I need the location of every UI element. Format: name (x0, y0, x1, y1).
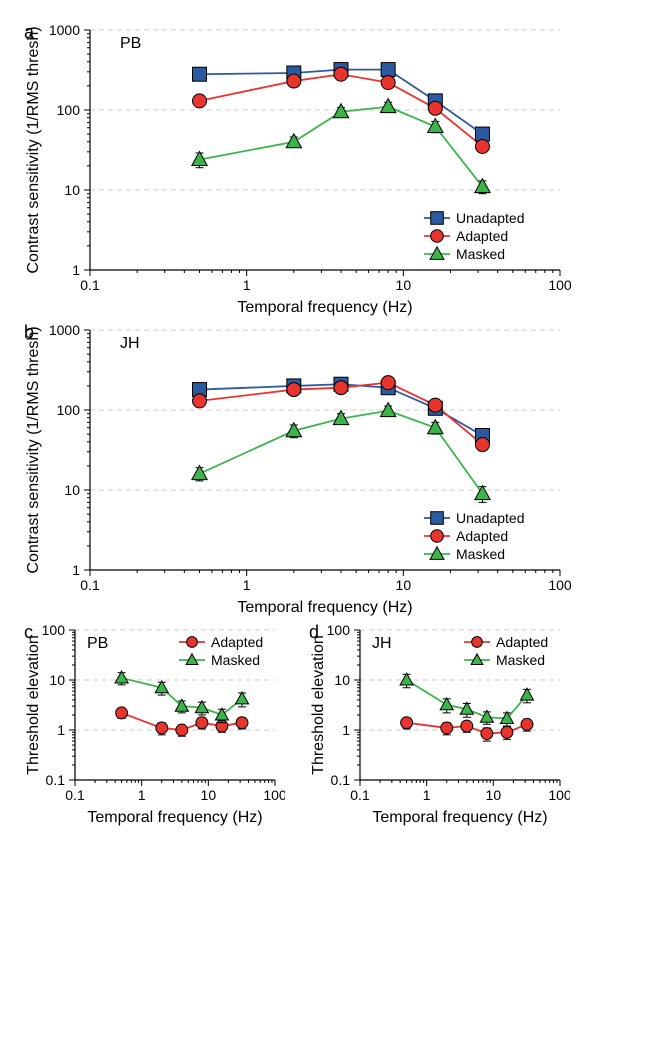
x-tick-label: 10 (396, 277, 412, 293)
marker-adapted (501, 726, 513, 738)
y-axis-label: Threshold elevation (310, 635, 327, 775)
marker-adapted (176, 724, 188, 736)
marker-masked (440, 698, 453, 710)
y-tick-label: 10 (334, 672, 350, 688)
panel-letter: c (24, 622, 33, 642)
x-tick-label: 10 (201, 787, 217, 803)
legend-label-unadapted: Unadapted (456, 510, 525, 526)
marker-adapted (428, 101, 442, 115)
marker-masked (520, 688, 533, 700)
x-tick-label: 0.1 (80, 577, 100, 593)
marker-adapted (461, 720, 473, 732)
marker-adapted (441, 722, 453, 734)
legend-label-masked: Masked (456, 246, 505, 262)
marker-masked (115, 671, 128, 683)
marker-adapted (334, 381, 348, 395)
y-tick-label: 0.1 (331, 772, 351, 788)
y-tick-label: 1 (72, 562, 80, 578)
x-tick-label: 0.1 (80, 277, 100, 293)
marker-adapted (156, 722, 168, 734)
y-tick-label: 100 (57, 102, 81, 118)
x-tick-label: 10 (486, 787, 502, 803)
y-tick-label: 1 (72, 262, 80, 278)
marker-adapted (334, 67, 348, 81)
y-tick-label: 0.1 (46, 772, 66, 788)
y-tick-label: 1 (342, 722, 350, 738)
marker-adapted (236, 717, 248, 729)
x-tick-label: 1 (243, 577, 251, 593)
x-tick-label: 1 (423, 787, 431, 803)
y-tick-label: 1000 (49, 322, 80, 338)
legend-label-adapted: Adapted (496, 634, 548, 650)
x-tick-label: 100 (548, 787, 570, 803)
panel-letter: b (24, 322, 34, 342)
y-axis-label: Contrast sensitivity (1/RMS thresh) (25, 326, 42, 573)
legend-label-adapted: Adapted (456, 228, 508, 244)
panel-c: 0.11101000.1110100Temporal frequency (Hz… (20, 620, 285, 830)
marker-masked (286, 134, 301, 148)
x-tick-label: 100 (548, 577, 572, 593)
x-tick-label: 100 (548, 277, 572, 293)
marker-adapted (475, 139, 489, 153)
marker-adapted (521, 718, 533, 730)
subject-label: PB (120, 35, 141, 52)
x-tick-label: 10 (396, 577, 412, 593)
y-tick-label: 10 (64, 182, 80, 198)
marker-adapted (196, 717, 208, 729)
marker-adapted (401, 717, 413, 729)
series-line-masked (200, 107, 483, 187)
marker-masked (235, 692, 248, 704)
x-tick-label: 0.1 (350, 787, 370, 803)
marker-masked (475, 486, 490, 500)
x-axis-label: Temporal frequency (Hz) (87, 809, 262, 826)
x-tick-label: 0.1 (65, 787, 85, 803)
x-tick-label: 1 (243, 277, 251, 293)
figure-container: 0.11101001101001000Temporal frequency (H… (20, 20, 652, 830)
marker-adapted (287, 74, 301, 88)
marker-adapted (287, 383, 301, 397)
legend-label-unadapted: Unadapted (456, 210, 525, 226)
marker-masked (428, 119, 443, 133)
y-axis-label: Threshold elevation (25, 635, 42, 775)
y-tick-label: 10 (49, 672, 65, 688)
panel-letter: d (309, 622, 319, 642)
legend-label-adapted: Adapted (456, 528, 508, 544)
y-tick-label: 10 (64, 482, 80, 498)
marker-adapted (481, 728, 493, 740)
panel-a: 0.11101001101001000Temporal frequency (H… (20, 20, 652, 320)
marker-adapted (475, 438, 489, 452)
legend-label-masked: Masked (211, 652, 260, 668)
x-tick-label: 100 (263, 787, 285, 803)
marker-adapted (381, 376, 395, 390)
x-axis-label: Temporal frequency (Hz) (372, 809, 547, 826)
y-tick-label: 1 (57, 722, 65, 738)
subject-label: JH (120, 335, 140, 352)
y-tick-label: 100 (42, 622, 66, 638)
marker-unadapted (381, 63, 395, 77)
y-axis-label: Contrast sensitivity (1/RMS thresh) (25, 26, 42, 273)
legend-label-adapted: Adapted (211, 634, 263, 650)
subject-label: JH (372, 635, 392, 652)
y-tick-label: 1000 (49, 22, 80, 38)
marker-adapted (428, 398, 442, 412)
x-tick-label: 1 (138, 787, 146, 803)
y-tick-label: 100 (57, 402, 81, 418)
legend-label-masked: Masked (496, 652, 545, 668)
panel-d: 0.11101000.1110100Temporal frequency (Hz… (305, 620, 570, 830)
marker-adapted (116, 707, 128, 719)
marker-unadapted (193, 67, 207, 81)
marker-masked (380, 99, 395, 113)
marker-masked (192, 466, 207, 480)
y-tick-label: 100 (327, 622, 351, 638)
panel-letter: a (24, 22, 35, 42)
marker-masked (400, 673, 413, 685)
marker-adapted (193, 94, 207, 108)
legend-label-masked: Masked (456, 546, 505, 562)
x-axis-label: Temporal frequency (Hz) (237, 299, 412, 316)
marker-adapted (193, 394, 207, 408)
marker-adapted (381, 76, 395, 90)
x-axis-label: Temporal frequency (Hz) (237, 599, 412, 616)
subject-label: PB (87, 635, 108, 652)
panel-b: 0.11101001101001000Temporal frequency (H… (20, 320, 652, 620)
